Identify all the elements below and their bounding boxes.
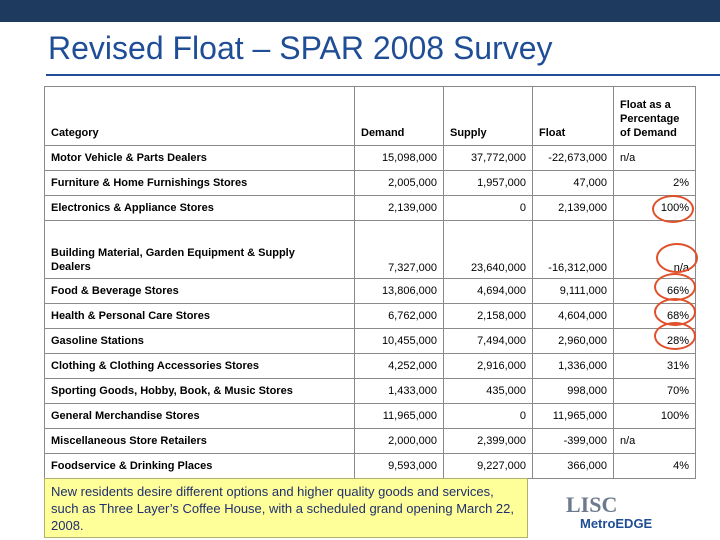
top-bar bbox=[0, 0, 720, 22]
cell-float: 366,000 bbox=[532, 453, 614, 479]
cell-supply: 9,227,000 bbox=[443, 453, 533, 479]
cell-demand: 15,098,000 bbox=[354, 145, 444, 171]
cell-float: -399,000 bbox=[532, 428, 614, 454]
cell-supply: 0 bbox=[443, 403, 533, 429]
cell-category: Building Material, Garden Equipment & Su… bbox=[44, 220, 355, 279]
callout-note: New residents desire different options a… bbox=[44, 478, 528, 538]
header-float: Float bbox=[532, 86, 614, 146]
cell-supply: 2,399,000 bbox=[443, 428, 533, 454]
cell-pct: 31% bbox=[613, 353, 696, 379]
cell-category-line1: Building Material, Garden Equipment & Su… bbox=[51, 247, 295, 259]
header-pct-line1: Float as a bbox=[620, 99, 671, 111]
table-row: Clothing & Clothing Accessories Stores 4… bbox=[44, 353, 696, 379]
header-pct: Float as a Percentage of Demand bbox=[613, 86, 696, 146]
float-table: Category Demand Supply Float Float as a … bbox=[44, 86, 696, 479]
cell-pct: n/a bbox=[613, 428, 696, 454]
cell-supply: 23,640,000 bbox=[443, 220, 533, 279]
table-row: Electronics & Appliance Stores 2,139,000… bbox=[44, 195, 696, 221]
cell-float: 998,000 bbox=[532, 378, 614, 404]
title-rule bbox=[46, 74, 720, 76]
cell-demand: 2,000,000 bbox=[354, 428, 444, 454]
logo-lisc-text: LISC bbox=[566, 492, 618, 517]
cell-category: Motor Vehicle & Parts Dealers bbox=[44, 145, 355, 171]
cell-pct: 4% bbox=[613, 453, 696, 479]
cell-category: Sporting Goods, Hobby, Book, & Music Sto… bbox=[44, 378, 355, 404]
cell-demand: 13,806,000 bbox=[354, 278, 444, 304]
cell-category: General Merchandise Stores bbox=[44, 403, 355, 429]
cell-demand: 4,252,000 bbox=[354, 353, 444, 379]
highlight-circle bbox=[654, 322, 696, 350]
header-category: Category bbox=[44, 86, 355, 146]
cell-float: -22,673,000 bbox=[532, 145, 614, 171]
cell-pct: 70% bbox=[613, 378, 696, 404]
table-row: General Merchandise Stores 11,965,000 0 … bbox=[44, 403, 696, 429]
logo-metroedge-text: MetroEDGE bbox=[580, 516, 653, 531]
cell-category: Gasoline Stations bbox=[44, 328, 355, 354]
cell-float: 47,000 bbox=[532, 170, 614, 196]
cell-pct: n/a bbox=[613, 145, 696, 171]
cell-demand: 7,327,000 bbox=[354, 220, 444, 279]
cell-supply: 2,916,000 bbox=[443, 353, 533, 379]
cell-float: 4,604,000 bbox=[532, 303, 614, 329]
slide-title: Revised Float – SPAR 2008 Survey bbox=[48, 30, 553, 66]
table-row: Food & Beverage Stores 13,806,000 4,694,… bbox=[44, 278, 696, 304]
table-row: Foodservice & Drinking Places 9,593,000 … bbox=[44, 453, 696, 479]
cell-category: Furniture & Home Furnishings Stores bbox=[44, 170, 355, 196]
cell-category: Foodservice & Drinking Places bbox=[44, 453, 355, 479]
cell-category: Clothing & Clothing Accessories Stores bbox=[44, 353, 355, 379]
cell-category: Electronics & Appliance Stores bbox=[44, 195, 355, 221]
float-table-wrapper: Category Demand Supply Float Float as a … bbox=[44, 86, 696, 479]
cell-supply: 435,000 bbox=[443, 378, 533, 404]
cell-demand: 11,965,000 bbox=[354, 403, 444, 429]
cell-demand: 6,762,000 bbox=[354, 303, 444, 329]
header-supply: Supply bbox=[443, 86, 533, 146]
cell-float: 11,965,000 bbox=[532, 403, 614, 429]
cell-demand: 10,455,000 bbox=[354, 328, 444, 354]
header-demand: Demand bbox=[354, 86, 444, 146]
cell-category-line2: Dealers bbox=[51, 261, 91, 273]
cell-float: -16,312,000 bbox=[532, 220, 614, 279]
cell-pct: 100% bbox=[613, 403, 696, 429]
header-pct-line2: Percentage bbox=[620, 113, 680, 125]
header-pct-line3: of Demand bbox=[620, 127, 677, 139]
lisc-metroedge-logo: LISC MetroEDGE bbox=[560, 492, 690, 536]
cell-supply: 7,494,000 bbox=[443, 328, 533, 354]
cell-demand: 2,005,000 bbox=[354, 170, 444, 196]
cell-supply: 2,158,000 bbox=[443, 303, 533, 329]
cell-float: 1,336,000 bbox=[532, 353, 614, 379]
cell-supply: 1,957,000 bbox=[443, 170, 533, 196]
cell-demand: 9,593,000 bbox=[354, 453, 444, 479]
cell-category: Food & Beverage Stores bbox=[44, 278, 355, 304]
cell-demand: 2,139,000 bbox=[354, 195, 444, 221]
table-row: Motor Vehicle & Parts Dealers 15,098,000… bbox=[44, 145, 696, 171]
table-row: Miscellaneous Store Retailers 2,000,000 … bbox=[44, 428, 696, 454]
cell-float: 2,139,000 bbox=[532, 195, 614, 221]
table-header-row: Category Demand Supply Float Float as a … bbox=[44, 86, 696, 146]
highlight-circle bbox=[652, 195, 694, 223]
table-row: Furniture & Home Furnishings Stores 2,00… bbox=[44, 170, 696, 196]
table-row: Sporting Goods, Hobby, Book, & Music Sto… bbox=[44, 378, 696, 404]
table-row: Health & Personal Care Stores 6,762,000 … bbox=[44, 303, 696, 329]
cell-demand: 1,433,000 bbox=[354, 378, 444, 404]
cell-category: Health & Personal Care Stores bbox=[44, 303, 355, 329]
cell-float: 2,960,000 bbox=[532, 328, 614, 354]
cell-supply: 37,772,000 bbox=[443, 145, 533, 171]
table-row: Building Material, Garden Equipment & Su… bbox=[44, 220, 696, 279]
cell-supply: 4,694,000 bbox=[443, 278, 533, 304]
highlight-circle bbox=[656, 243, 698, 273]
cell-pct: 2% bbox=[613, 170, 696, 196]
table-row: Gasoline Stations 10,455,000 7,494,000 2… bbox=[44, 328, 696, 354]
highlight-circle bbox=[654, 273, 696, 301]
cell-category: Miscellaneous Store Retailers bbox=[44, 428, 355, 454]
cell-float: 9,111,000 bbox=[532, 278, 614, 304]
cell-supply: 0 bbox=[443, 195, 533, 221]
